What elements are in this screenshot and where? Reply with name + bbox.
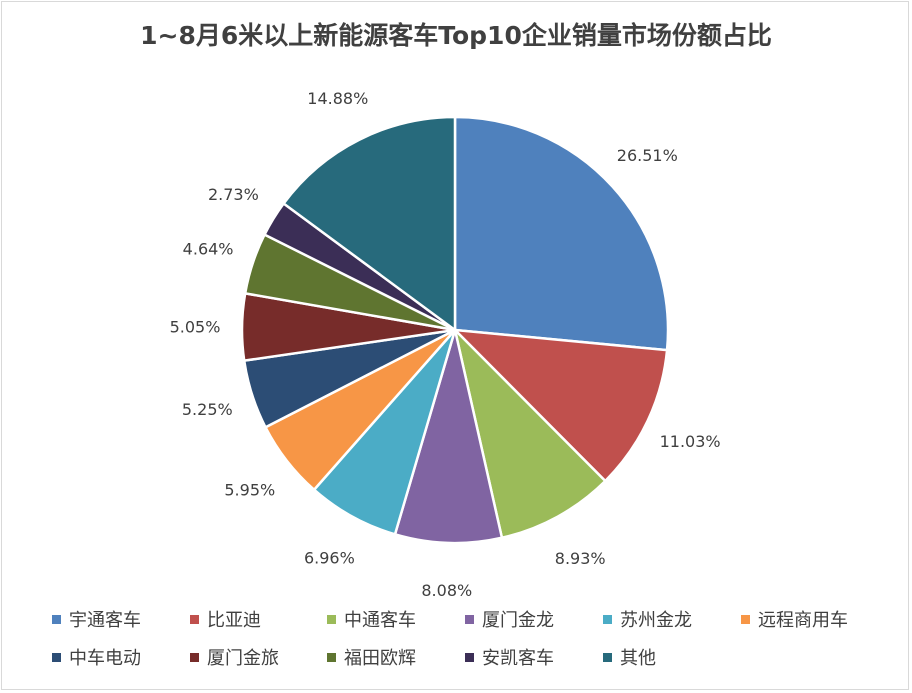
- legend-item-2: 比亚迪: [190, 606, 261, 632]
- legend-item-4: 厦门金龙: [465, 606, 554, 632]
- legend-label: 厦门金旅: [207, 648, 279, 669]
- legend-item-1: 宇通客车: [52, 606, 141, 632]
- pie-slice-1: [453, 115, 670, 352]
- legend-item-5: 苏州金龙: [603, 606, 692, 632]
- data-label-7: 5.25%: [182, 400, 233, 419]
- legend-label: 其他: [620, 648, 656, 669]
- data-label-2: 11.03%: [660, 432, 721, 451]
- legend-swatch: [190, 614, 199, 624]
- legend-label: 比亚迪: [207, 610, 261, 631]
- legend-label: 苏州金龙: [620, 610, 692, 631]
- legend-item-8: 厦门金旅: [190, 644, 279, 670]
- data-label-11: 14.88%: [307, 89, 368, 108]
- pie-slice-4: [393, 325, 504, 545]
- legend-row: 中车电动 厦门金旅 福田欧辉 安凯客车 其他: [0, 644, 912, 670]
- data-label-6: 5.95%: [224, 481, 275, 500]
- legend-item-10: 安凯客车: [465, 644, 554, 670]
- data-label-5: 6.96%: [304, 549, 355, 568]
- pie-slice-11: [281, 115, 457, 333]
- legend-swatch: [603, 652, 612, 662]
- data-label-8: 5.05%: [170, 317, 221, 336]
- legend-swatch: [465, 652, 474, 662]
- legend-swatch: [190, 652, 199, 662]
- legend-item-3: 中通客车: [327, 606, 416, 632]
- legend-swatch: [327, 652, 336, 662]
- legend-label: 福田欧辉: [344, 648, 416, 669]
- legend-item-11: 其他: [603, 644, 656, 670]
- legend-label: 远程商用车: [758, 610, 848, 631]
- legend-swatch: [327, 614, 336, 624]
- legend-label: 中车电动: [69, 648, 141, 669]
- pie-slice-2: [451, 328, 669, 483]
- legend-item-6: 远程商用车: [741, 606, 848, 632]
- data-label-1: 26.51%: [617, 146, 678, 165]
- legend-swatch: [52, 652, 61, 662]
- legend-item-7: 中车电动: [52, 644, 141, 670]
- legend-label: 中通客车: [344, 610, 416, 631]
- legend-swatch: [603, 614, 612, 624]
- legend-label: 宇通客车: [69, 610, 141, 631]
- pie-slice-3: [452, 326, 608, 540]
- data-label-4: 8.08%: [421, 581, 472, 600]
- legend-item-9: 福田欧辉: [327, 644, 416, 670]
- legend-row: 宇通客车 比亚迪 中通客车 厦门金龙 苏州金龙 远程商用车: [0, 606, 912, 632]
- legend-label: 厦门金龙: [482, 610, 554, 631]
- chart-title: 1~8月6米以上新能源客车Top10企业销量市场份额占比: [140, 21, 772, 50]
- data-label-9: 4.64%: [183, 240, 234, 259]
- data-label-3: 8.93%: [555, 549, 606, 568]
- legend-swatch: [741, 614, 750, 624]
- legend-swatch: [465, 614, 474, 624]
- legend-swatch: [52, 614, 61, 624]
- data-label-10: 2.73%: [208, 185, 259, 204]
- legend-label: 安凯客车: [482, 648, 554, 669]
